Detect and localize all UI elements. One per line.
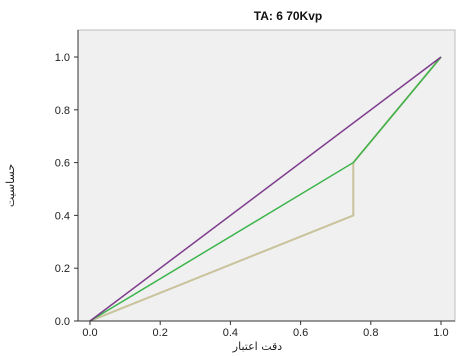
x-tick-label: 0.2 bbox=[153, 327, 168, 339]
series-layer bbox=[89, 56, 442, 322]
x-tick-label: 0.6 bbox=[293, 327, 308, 339]
y-tick-label: 0.4 bbox=[55, 210, 70, 222]
y-tick-label: 0.6 bbox=[55, 158, 70, 170]
x-axis-label: دقت اعتبار bbox=[232, 340, 282, 353]
x-tick-label: 0.4 bbox=[223, 327, 238, 339]
y-tick-label: 0.8 bbox=[55, 105, 70, 117]
y-tick-label: 0.2 bbox=[55, 263, 70, 275]
x-tick-label: 0.8 bbox=[363, 327, 378, 339]
y-tick-label: 1.0 bbox=[55, 52, 70, 64]
series-line-1 bbox=[89, 56, 442, 322]
y-tick-label: 0.0 bbox=[55, 316, 70, 328]
y-axis-ticks: 0.0 0.2 0.4 0.6 0.8 1.0 bbox=[55, 52, 78, 328]
series-line-2 bbox=[89, 56, 442, 322]
plot-area bbox=[77, 29, 456, 322]
chart-title: TA: 6 70Kvp bbox=[254, 9, 322, 23]
axes-layer bbox=[77, 30, 455, 322]
x-tick-label: 0.0 bbox=[82, 327, 97, 339]
x-tick-label: 1.0 bbox=[433, 327, 448, 339]
x-axis-ticks: 0.0 0.2 0.4 0.6 0.8 1.0 bbox=[82, 321, 449, 339]
y-axis-label: حساسیت bbox=[4, 164, 17, 207]
